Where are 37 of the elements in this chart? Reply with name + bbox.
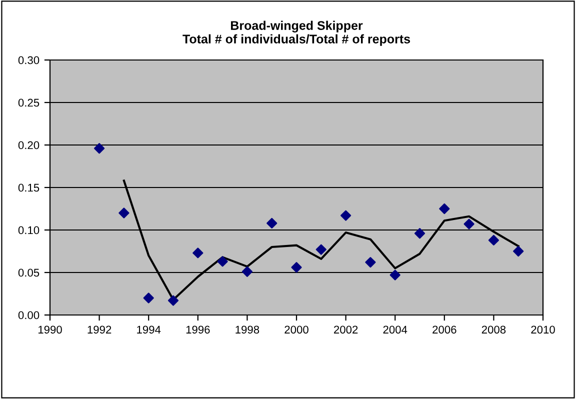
point: [118, 208, 130, 218]
y-tick-label: 0.10: [18, 226, 40, 234]
y-tick-label: 0.25: [18, 98, 40, 107]
x-tick-label: 1998: [236, 326, 260, 334]
point: [464, 218, 474, 230]
point: [414, 228, 426, 239]
y-tick-label: 0.15: [18, 184, 40, 192]
x-tick-label: 2002: [334, 326, 358, 334]
y-tick-label: 0.05: [18, 268, 40, 277]
point: [192, 248, 204, 258]
point: [488, 234, 499, 246]
y-tick-label: 0.20: [18, 141, 40, 150]
x-tick-label: 1996: [186, 326, 210, 334]
point: [316, 244, 326, 255]
point: [266, 218, 278, 228]
point: [439, 203, 450, 214]
point: [390, 270, 400, 280]
x-tick-label: 2004: [383, 326, 408, 334]
point: [365, 257, 376, 268]
x-tick-label: 2000: [284, 326, 308, 334]
x-tick-label: 1992: [88, 326, 112, 334]
point: [242, 266, 252, 277]
x-tick-label: 1994: [137, 326, 161, 334]
y-tick-label: 0.30: [18, 56, 40, 64]
x-tick-label: 2008: [482, 326, 506, 334]
x-tick-label: 1990: [38, 326, 62, 334]
point: [217, 256, 228, 267]
point: [143, 292, 154, 304]
point: [94, 143, 105, 154]
point: [513, 246, 524, 257]
x-tick-label: 2006: [432, 326, 456, 334]
point: [291, 262, 302, 273]
point: [168, 295, 179, 306]
x-tick-label: 2010: [531, 326, 555, 334]
chart-title: Broad-winged Skipper Total # of individuals/Total # of reports: [182, 20, 410, 46]
y-tick-label: 0.00: [18, 311, 40, 320]
point: [340, 210, 352, 221]
